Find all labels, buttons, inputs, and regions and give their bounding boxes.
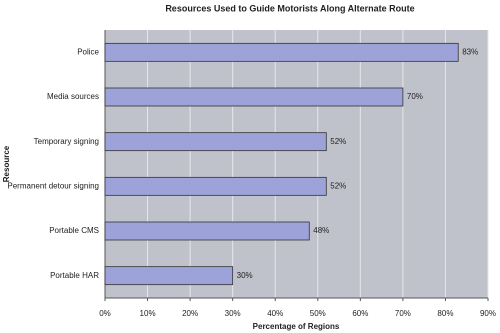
value-label: 70% bbox=[407, 92, 423, 101]
value-label: 30% bbox=[237, 271, 253, 280]
x-tick-label: 80% bbox=[437, 309, 453, 318]
x-tick-label: 20% bbox=[182, 309, 198, 318]
bar bbox=[104, 87, 404, 107]
bar bbox=[104, 266, 234, 286]
x-tick-label: 10% bbox=[140, 309, 156, 318]
bar bbox=[104, 221, 310, 241]
x-axis-label: Percentage of Regions bbox=[253, 322, 340, 331]
value-label: 52% bbox=[330, 137, 346, 146]
x-tick-label: 0% bbox=[99, 309, 111, 318]
y-axis-label: Resource bbox=[2, 145, 11, 182]
x-tick-label: 50% bbox=[310, 309, 326, 318]
x-tick-label: 30% bbox=[225, 309, 241, 318]
y-tick-label: Police bbox=[77, 47, 99, 56]
bar bbox=[104, 42, 459, 62]
bar bbox=[104, 132, 327, 152]
x-tick-label: 70% bbox=[395, 309, 411, 318]
bar bbox=[104, 176, 327, 196]
y-tick-label: Media sources bbox=[47, 92, 99, 101]
value-label: 83% bbox=[462, 47, 478, 56]
x-tick-label: 90% bbox=[480, 309, 496, 318]
x-tick-label: 60% bbox=[352, 309, 368, 318]
y-tick-label: Temporary signing bbox=[34, 137, 99, 146]
y-tick-label: Permanent detour signing bbox=[7, 181, 99, 190]
y-tick-label: Portable CMS bbox=[49, 226, 99, 235]
value-label: 48% bbox=[313, 226, 329, 235]
value-label: 52% bbox=[330, 181, 346, 190]
plot-area bbox=[105, 30, 488, 298]
x-tick-label: 40% bbox=[267, 309, 283, 318]
chart-title: Resources Used to Guide Motorists Along … bbox=[165, 3, 414, 13]
y-tick-label: Portable HAR bbox=[50, 271, 99, 280]
